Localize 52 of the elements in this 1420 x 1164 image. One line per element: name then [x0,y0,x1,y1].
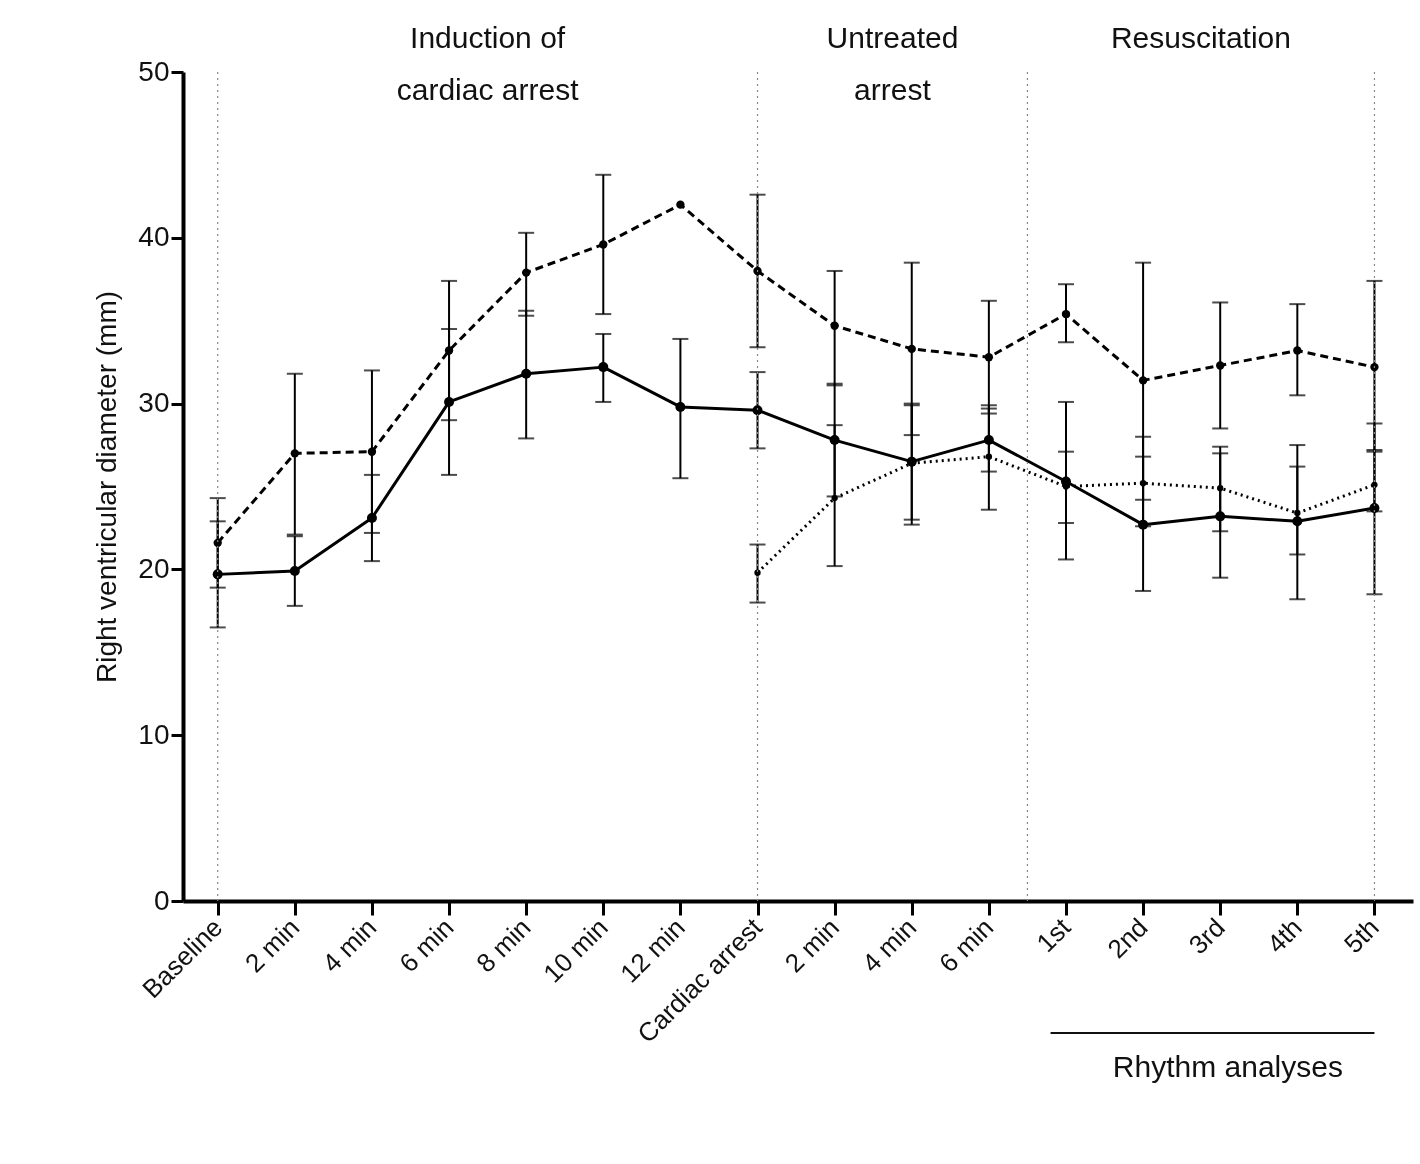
y-axis-title: Right ventricular diameter (mm) [91,290,123,684]
point [1370,362,1379,372]
x-tick-label: 4 min [316,912,383,979]
x-tick-label: 6 min [393,912,460,979]
point [1293,346,1302,355]
x-tick-label: 6 min [933,912,1000,979]
point [289,566,300,577]
annotation: Induction of cardiac arrest [396,21,580,106]
point [676,200,685,209]
x-tick-label: 4 min [855,912,923,979]
point [599,240,608,249]
y-tick-label: 20 [138,552,170,584]
annotation: Untreated arrest [826,21,959,106]
point [1216,361,1225,370]
x-tick-label: 2 min [778,912,846,979]
point [444,346,454,355]
point [830,321,839,330]
text: Resuscitation [1110,21,1291,54]
x-tick-label: 2nd [1101,912,1154,965]
point [907,344,916,354]
x-tick-label: 8 min [470,912,537,979]
y-tick-label: 50 [138,55,170,87]
point [752,405,763,416]
point [1061,309,1071,319]
x-tick-label: 2 min [239,912,306,979]
point [1139,480,1147,487]
y-tick-label: 40 [138,221,170,253]
y-tick-label: 10 [138,718,170,750]
point [1371,481,1378,488]
point [985,453,993,460]
x-tick-label: 10 min [537,912,614,989]
point [290,449,299,458]
point [1294,509,1301,517]
point [754,569,761,576]
point [1217,485,1224,492]
point [598,362,609,373]
point [675,401,686,412]
point [831,494,838,502]
x-tick-label: 1st [1030,911,1077,958]
y-tick-label: 30 [138,387,170,419]
point [753,266,762,276]
point [367,447,377,456]
text: Rhythm analyses [1112,1050,1343,1083]
x-tick-label: 4th [1260,912,1308,959]
y-tick-label: 0 [153,884,170,916]
point [521,268,531,277]
x-tick-label: 5th [1338,912,1385,959]
x-tick-label: 3rd [1182,912,1231,960]
point [984,353,994,362]
point [521,368,532,379]
point [1138,376,1148,385]
point [213,538,222,548]
